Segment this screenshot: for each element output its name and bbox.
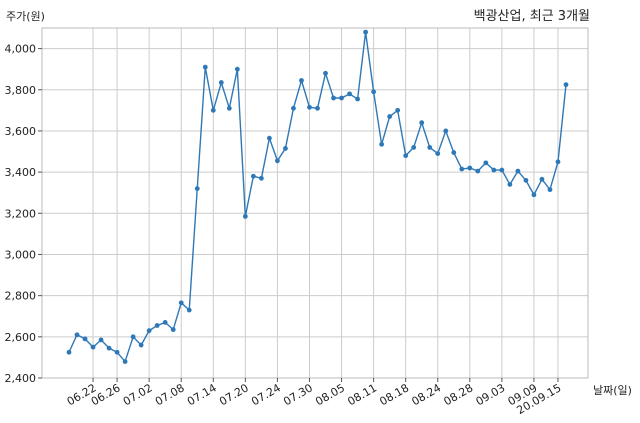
x-tick-label: 07.14 bbox=[185, 381, 219, 408]
data-point bbox=[162, 320, 168, 325]
data-point bbox=[146, 328, 152, 334]
x-tick-label: 07.20 bbox=[217, 381, 251, 408]
data-point bbox=[443, 128, 449, 134]
data-point bbox=[331, 95, 336, 101]
data-point bbox=[499, 167, 505, 173]
data-point bbox=[226, 105, 232, 111]
data-point bbox=[403, 153, 409, 159]
data-point bbox=[242, 213, 248, 219]
data-point bbox=[210, 107, 216, 113]
data-point bbox=[307, 104, 312, 110]
data-point bbox=[82, 336, 88, 342]
data-point bbox=[299, 78, 304, 83]
data-point bbox=[491, 167, 497, 173]
data-point bbox=[475, 168, 481, 174]
y-tick-label: 3,600 bbox=[5, 125, 37, 138]
x-tick-label: 07.30 bbox=[281, 381, 315, 408]
y-axis-label: 주가(원) bbox=[6, 10, 45, 23]
y-tick-label: 3,000 bbox=[5, 248, 37, 261]
data-point bbox=[194, 186, 200, 191]
data-point bbox=[419, 120, 425, 126]
x-tick-label: 09.03 bbox=[474, 381, 508, 408]
data-point bbox=[387, 114, 393, 119]
data-point bbox=[547, 187, 553, 193]
data-point bbox=[283, 146, 288, 151]
data-point bbox=[371, 89, 377, 95]
plot-frame bbox=[41, 27, 589, 379]
y-tick-label: 3,400 bbox=[5, 166, 37, 179]
data-point bbox=[379, 141, 385, 147]
data-point bbox=[467, 165, 473, 171]
data-point bbox=[355, 96, 360, 102]
data-point bbox=[483, 160, 489, 166]
data-point bbox=[122, 359, 128, 364]
y-tick-label: 2,400 bbox=[5, 372, 37, 385]
y-tick-label: 2,800 bbox=[5, 290, 37, 303]
data-point bbox=[218, 80, 224, 85]
data-point bbox=[202, 64, 208, 70]
data-point bbox=[339, 95, 344, 101]
x-tick-label: 08.24 bbox=[409, 381, 443, 408]
data-point bbox=[66, 349, 72, 355]
data-point bbox=[90, 344, 96, 350]
data-point bbox=[451, 150, 457, 155]
data-point bbox=[234, 66, 240, 72]
x-tick-label: 07.24 bbox=[249, 381, 283, 408]
x-tick-label: 08.18 bbox=[377, 381, 411, 408]
data-point bbox=[154, 323, 160, 328]
data-point bbox=[539, 176, 545, 182]
y-tick-label: 4,000 bbox=[5, 43, 37, 56]
data-point bbox=[98, 337, 104, 343]
series-line bbox=[68, 32, 567, 363]
data-point bbox=[411, 145, 417, 150]
chart-title: 백광산업, 최근 3개월 bbox=[474, 9, 590, 24]
grid bbox=[42, 28, 588, 379]
data-point bbox=[267, 135, 272, 141]
data-point bbox=[459, 166, 465, 172]
x-axis-label: 날짜(일) bbox=[593, 383, 632, 397]
data-point bbox=[363, 29, 368, 35]
data-point bbox=[323, 70, 328, 76]
data-point bbox=[178, 300, 184, 306]
data-point bbox=[347, 91, 352, 97]
data-point bbox=[186, 307, 192, 313]
data-point bbox=[563, 82, 569, 88]
data-point bbox=[250, 173, 256, 179]
data-point bbox=[138, 342, 144, 348]
x-tick-label: 08.28 bbox=[442, 381, 476, 408]
data-point bbox=[106, 345, 112, 351]
data-point bbox=[555, 159, 561, 165]
y-tick-label: 2,600 bbox=[5, 331, 37, 344]
data-point bbox=[395, 107, 401, 113]
data-point bbox=[523, 177, 529, 183]
y-tick-label: 3,800 bbox=[5, 84, 37, 97]
data-point bbox=[170, 327, 176, 333]
x-tick-label: 08.11 bbox=[345, 381, 379, 408]
price-line bbox=[68, 32, 567, 363]
y-tick-label: 3,200 bbox=[5, 207, 37, 220]
data-point bbox=[427, 145, 433, 150]
data-point bbox=[515, 168, 521, 174]
x-tick-label: 07.02 bbox=[121, 381, 155, 408]
data-point bbox=[435, 151, 441, 156]
data-point bbox=[315, 105, 320, 111]
data-point bbox=[291, 105, 296, 111]
data-point bbox=[130, 334, 136, 340]
data-point bbox=[275, 158, 280, 164]
x-tick-label: 08.05 bbox=[313, 381, 347, 408]
axes: 2,400 2,600 2,800 3,000 3,200 3,400 3,600 3,800… bbox=[5, 27, 589, 417]
x-tick-label: 07.08 bbox=[153, 381, 187, 408]
data-point bbox=[507, 182, 513, 187]
data-point bbox=[74, 332, 80, 338]
data-point bbox=[258, 175, 264, 181]
data-point bbox=[114, 349, 120, 355]
series-points bbox=[66, 29, 569, 364]
data-point bbox=[531, 192, 537, 198]
